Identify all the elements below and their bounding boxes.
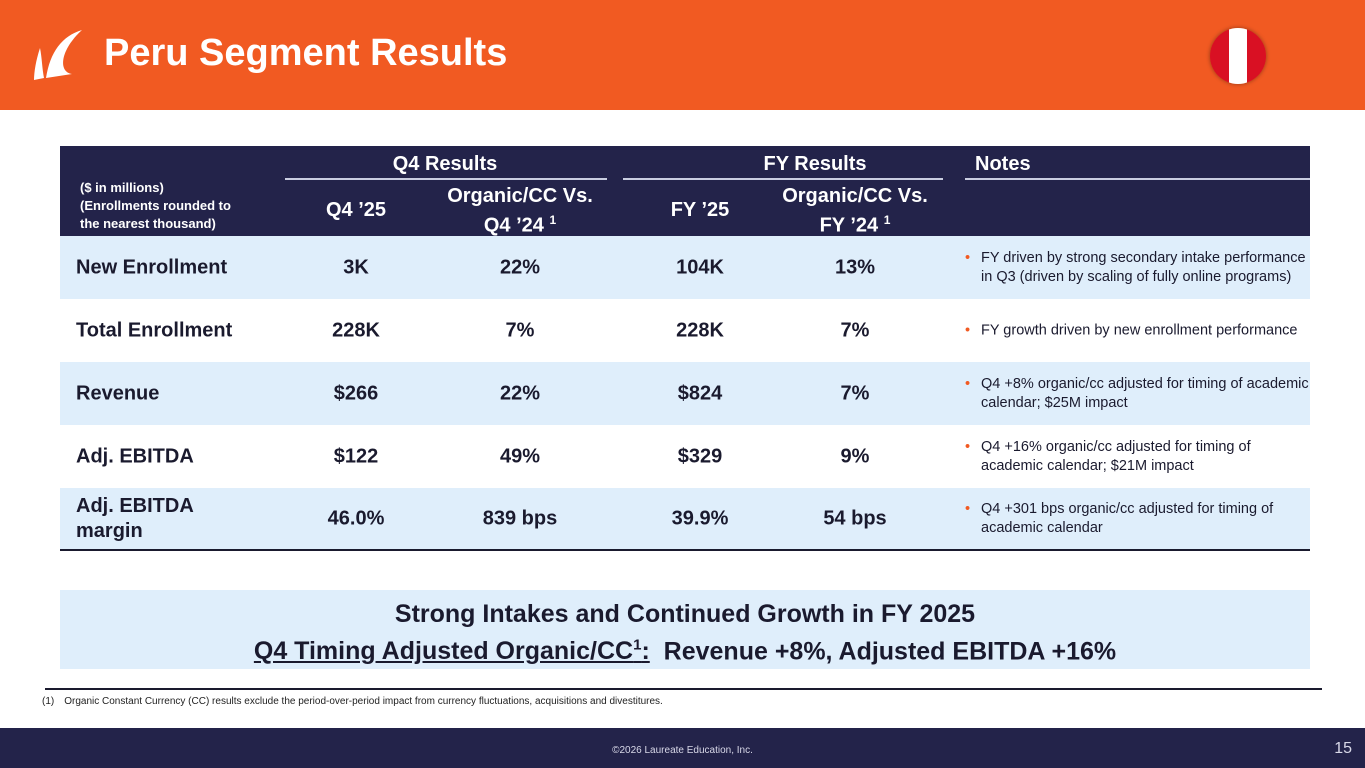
footnote-ref: 1: [549, 213, 557, 227]
header-bar: Peru Segment Results: [0, 0, 1365, 110]
col-fy-organic-line1: Organic/CC Vs.: [782, 185, 928, 207]
fy-value: 104K: [676, 256, 724, 278]
col-fy-organic-period: FY ’24: [819, 214, 879, 237]
fy-value: 228K: [676, 319, 724, 341]
col-q4-25: Q4 ’25: [325, 199, 387, 221]
col-fy-25: FY ’25: [670, 199, 730, 221]
row-label: New Enrollment: [76, 256, 228, 278]
q4-organic-value: 22%: [499, 256, 541, 278]
footer-bar: ©2026 Laureate Education, Inc. 15: [0, 728, 1365, 768]
unit-note-line: ($ in millions): [80, 180, 164, 195]
fy-value: $824: [677, 382, 723, 404]
row-label: Revenue: [76, 382, 160, 404]
q4-value: 228K: [332, 319, 380, 341]
fy-organic-value: 54 bps: [823, 507, 887, 529]
laureate-logo-icon: [34, 30, 82, 80]
footnote-ref: 1: [883, 213, 891, 227]
group-fy-results: FY Results: [763, 153, 867, 175]
row-note: FY driven by strong secondary intake per…: [965, 249, 1310, 287]
page-title: Peru Segment Results: [104, 32, 508, 74]
q4-organic-value: 49%: [499, 445, 541, 467]
q4-value: 3K: [343, 256, 369, 278]
row-note: Q4 +8% organic/cc adjusted for timing of…: [965, 375, 1310, 413]
q4-organic-value: 7%: [505, 319, 535, 341]
col-fy-organic: Organic/CC Vs. FY ’24 1: [755, 184, 955, 238]
col-q4-organic: Organic/CC Vs. Q4 ’24 1: [420, 184, 620, 238]
fy-organic-value: 13%: [834, 256, 876, 278]
footnote-divider: [45, 688, 1322, 690]
table-row: Total Enrollment 228K 7% 228K 7% FY grow…: [60, 299, 1310, 362]
banner-line-2: Q4 Timing Adjusted Organic/CC1: Revenue …: [253, 637, 1117, 666]
q4-value: $122: [333, 445, 379, 467]
col-q4-organic-line2: Q4 ’24 1: [420, 208, 620, 238]
row-label: Adj. EBITDA margin: [76, 494, 194, 542]
col-q4-organic-period: Q4 ’24: [483, 214, 544, 237]
table-row: Adj. EBITDA $122 49% $329 9% Q4 +16% org…: [60, 425, 1310, 488]
page-number: 15: [1334, 740, 1352, 757]
col-fy-organic-line2: FY ’24 1: [755, 208, 955, 238]
fy-organic-value: 9%: [840, 445, 870, 467]
row-label: Total Enrollment: [76, 319, 233, 341]
unit-note-line: (Enrollments rounded to: [80, 198, 231, 213]
col-q4-organic-line1: Organic/CC Vs.: [447, 185, 593, 207]
row-note: FY growth driven by new enrollment perfo…: [965, 321, 1310, 340]
row-note: Q4 +301 bps organic/cc adjusted for timi…: [965, 500, 1310, 538]
table-header: Q4 Results FY Results Notes ($ in millio…: [60, 146, 1310, 238]
copyright: ©2026 Laureate Education, Inc.: [612, 745, 753, 756]
table-row: New Enrollment 3K 22% 104K 13% FY driven…: [60, 236, 1310, 299]
q4-value: $266: [333, 382, 379, 404]
q4-organic-value: 22%: [499, 382, 541, 404]
fy-organic-value: 7%: [840, 319, 870, 341]
unit-note-line: the nearest thousand): [80, 216, 216, 231]
peru-flag-icon: [1210, 28, 1266, 84]
banner-line-1: Strong Intakes and Continued Growth in F…: [394, 600, 976, 628]
fy-value: $329: [677, 445, 723, 467]
unit-note: ($ in millions) (Enrollments rounded to th…: [80, 179, 231, 233]
fy-organic-value: 7%: [840, 382, 870, 404]
fy-value: 39.9%: [671, 507, 729, 529]
group-q4-results: Q4 Results: [392, 153, 498, 175]
table-row: Adj. EBITDA margin 46.0% 839 bps 39.9% 5…: [60, 488, 1310, 551]
table-row: Revenue $266 22% $824 7% Q4 +8% organic/…: [60, 362, 1310, 425]
row-note: Q4 +16% organic/cc adjusted for timing o…: [965, 438, 1310, 476]
results-table: Q4 Results FY Results Notes ($ in millio…: [60, 146, 1310, 551]
q4-organic-value: 839 bps: [482, 507, 558, 529]
q4-value: 46.0%: [327, 507, 385, 529]
group-notes: Notes: [975, 153, 1031, 175]
summary-banner: Strong Intakes and Continued Growth in F…: [60, 590, 1310, 669]
footnote: (1) Organic Constant Currency (CC) result…: [42, 696, 663, 707]
row-label: Adj. EBITDA: [76, 445, 194, 467]
